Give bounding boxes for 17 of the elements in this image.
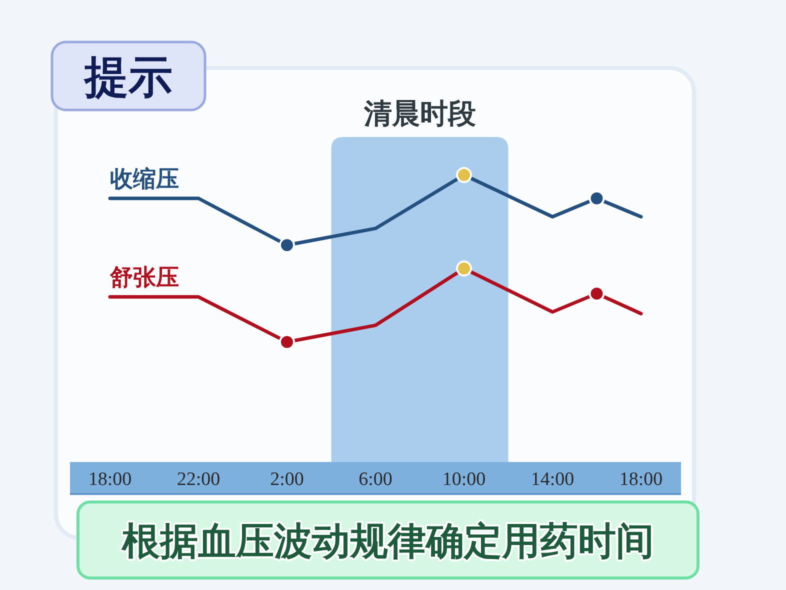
x-tick-label: 6:00 [358,469,392,490]
x-tick-label: 18:00 [88,469,132,490]
x-tick-label: 22:00 [176,469,220,490]
x-tick-label: 18:00 [619,469,663,490]
series-label: 收缩压 [110,166,179,192]
title-badge: 提示 [50,40,206,112]
chart-title: 提示 [82,52,172,103]
point [279,237,295,254]
x-tick-label: 14:00 [530,469,574,490]
x-tick-label: 2:00 [270,469,304,490]
annotation: 根据血压波动规律确定用药时间 [76,500,700,580]
band-label: 清晨时段 [362,97,477,130]
point [588,286,605,302]
point [279,334,295,350]
x-tick-label: 10:00 [442,469,486,490]
series-label: 舒张压 [109,264,179,291]
point [588,190,605,206]
